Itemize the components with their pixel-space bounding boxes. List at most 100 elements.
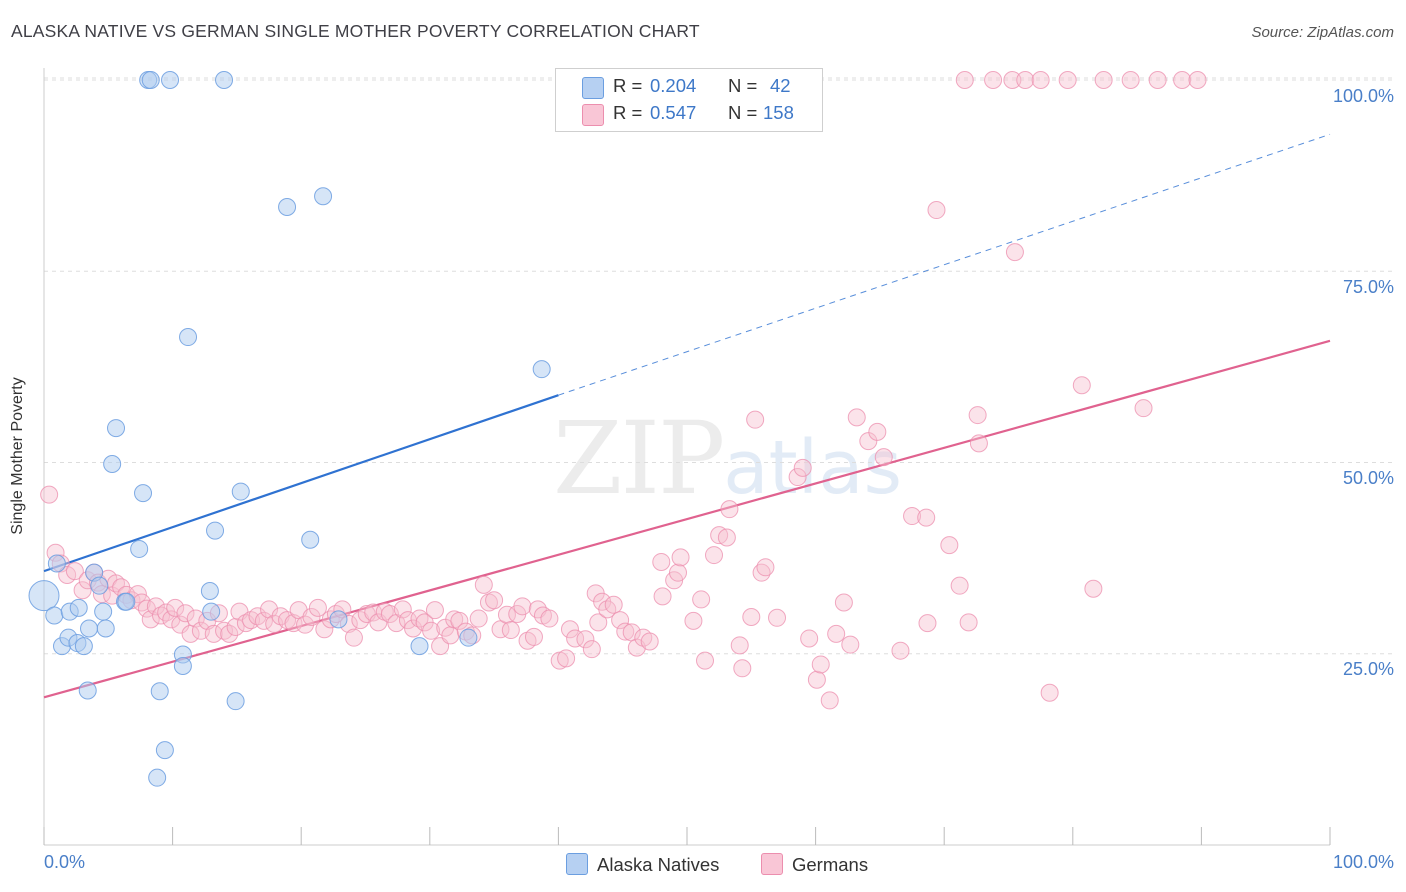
y-tick-label: 75.0% — [1342, 277, 1394, 297]
german-point — [705, 546, 724, 565]
chart-title: ALASKA NATIVE VS GERMAN SINGLE MOTHER PO… — [11, 21, 700, 41]
german-point — [692, 590, 711, 609]
german-trend-line — [43, 339, 1331, 699]
bottom-legend-germans: Germans — [761, 853, 868, 876]
german-point — [820, 691, 839, 710]
german-point — [1148, 71, 1167, 89]
alaska-points — [28, 71, 551, 787]
alaska-point — [28, 580, 60, 612]
alaska-point — [215, 71, 234, 89]
r-label: R = — [613, 75, 643, 96]
german-point — [598, 600, 617, 619]
r-label: R = — [613, 102, 643, 123]
german-point — [260, 600, 279, 619]
german-point — [788, 468, 807, 487]
german-point — [950, 576, 969, 595]
german-point — [315, 620, 334, 639]
y-tick-label: 100.0% — [1332, 86, 1394, 106]
n-label: N = — [728, 75, 758, 96]
y-axis-label: Single Mother Poverty — [9, 377, 26, 535]
german-point — [248, 607, 267, 626]
german-point — [474, 575, 493, 594]
german-point — [640, 632, 659, 651]
german-point — [1031, 71, 1050, 89]
german-point — [215, 621, 234, 640]
german-point — [604, 595, 623, 614]
german-point — [204, 624, 223, 643]
german-point — [166, 598, 185, 617]
y-tick-label: 25.0% — [1342, 659, 1394, 679]
german-point — [1094, 71, 1113, 89]
bottom-legend-alaska-label: Alaska Natives — [597, 854, 720, 875]
watermark-zip: ZIP — [553, 400, 725, 517]
alaska-point — [117, 592, 136, 611]
german-point — [40, 485, 59, 504]
german-point — [940, 536, 959, 555]
german-point — [152, 606, 171, 625]
alaska-point — [96, 619, 115, 638]
german-point — [393, 600, 412, 619]
alaska-point — [80, 619, 99, 638]
german-point — [768, 608, 787, 627]
german-point — [891, 641, 910, 660]
german-point — [404, 619, 423, 638]
german-point — [918, 614, 937, 633]
alaska-point — [226, 692, 245, 711]
alaska-point — [532, 360, 551, 379]
alaska-point — [141, 71, 160, 89]
german-point — [859, 432, 878, 451]
german-point — [847, 408, 866, 427]
german-point — [557, 649, 576, 668]
alaska-point — [200, 582, 219, 601]
x-tick-label: 0.0% — [44, 852, 86, 872]
alaska-point — [314, 187, 333, 206]
german-point — [742, 608, 761, 627]
german-point — [450, 611, 469, 630]
german-point — [302, 608, 321, 627]
alaska-point — [459, 628, 478, 647]
german-point — [65, 562, 84, 581]
german-point — [756, 558, 775, 577]
german-point — [540, 609, 559, 628]
german-point — [485, 591, 504, 610]
german-point — [576, 630, 595, 649]
german-point — [834, 593, 853, 612]
german-point — [1005, 243, 1024, 262]
german-point — [1173, 71, 1192, 89]
legend: R = 0.204 N = 42 R = 0.547 N = 158 — [555, 68, 823, 132]
german-point — [720, 500, 739, 519]
alaska-point — [150, 682, 169, 701]
gridlines — [44, 77, 1395, 655]
alaska-point — [329, 610, 348, 629]
german-point — [653, 587, 672, 606]
german-point — [800, 629, 819, 648]
german-point — [684, 611, 703, 630]
german-point — [616, 622, 635, 641]
german-point — [611, 611, 630, 630]
x-tick-label: 100.0% — [1332, 852, 1394, 872]
source-credit: Source: ZipAtlas.com — [1251, 24, 1394, 41]
german-point — [733, 659, 752, 678]
alaska-point — [202, 602, 221, 621]
alaska-point — [410, 637, 429, 656]
alaska-point — [130, 539, 149, 558]
german-point — [730, 636, 749, 655]
german-point — [296, 615, 315, 634]
german-point — [868, 422, 887, 441]
german-point — [73, 581, 92, 600]
german-point — [589, 613, 608, 632]
german-point — [959, 613, 978, 632]
german-point — [841, 635, 860, 654]
german-point — [582, 640, 601, 659]
axes — [43, 68, 1331, 846]
german-point — [984, 71, 1003, 89]
n-label: N = — [728, 102, 758, 123]
alaska-point — [148, 768, 167, 787]
alaska-point — [78, 681, 97, 700]
german-point — [308, 598, 327, 617]
alaska-point — [90, 576, 109, 595]
german-swatch — [761, 853, 783, 875]
german-point — [560, 620, 579, 639]
alaska-point — [231, 482, 250, 501]
